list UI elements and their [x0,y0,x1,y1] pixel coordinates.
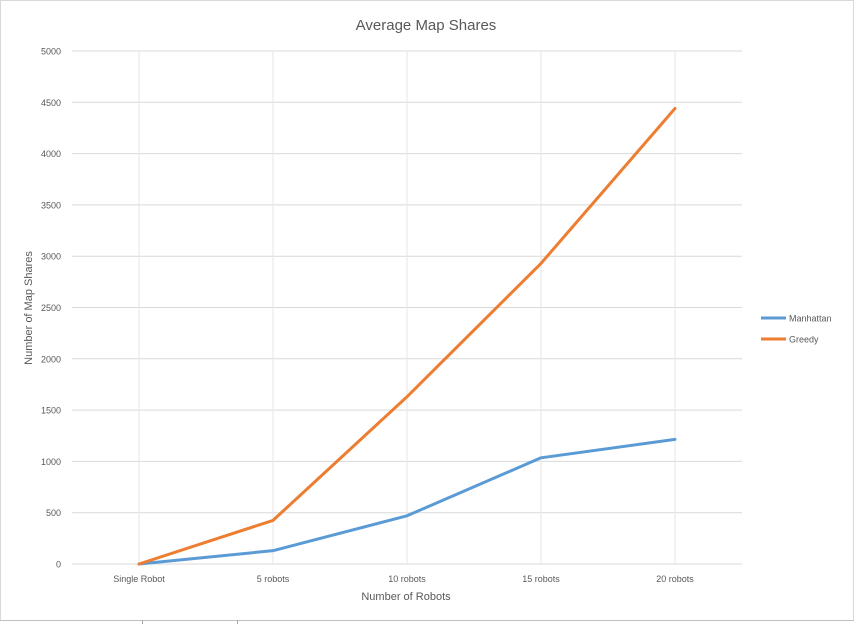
y-tick-label: 3500 [41,200,61,210]
y-tick-label: 1500 [41,406,61,416]
chart-title: Average Map Shares [356,17,497,34]
legend-label-greedy: Greedy [789,335,819,345]
y-tick-label: 5000 [41,47,61,57]
sheet-scrollbar-strip [0,620,854,625]
x-tick-label: 5 robots [257,574,290,584]
y-tick-label: 0 [56,560,61,570]
y-tick-label: 4000 [41,149,61,159]
x-tick-labels: Single Robot 5 robots 10 robots 15 robots 20… [113,574,694,584]
y-axis-label: Number of Map Shares [23,251,35,365]
series-line-manhattan [137,437,677,566]
y-tick-labels: 0 500 1000 1500 2000 2500 3000 3500 4000 4500 5000 [41,47,61,570]
sheet-tab-divider [142,620,143,624]
x-tick-label: 20 robots [656,574,694,584]
legend: Manhattan Greedy [761,314,832,345]
y-tick-label: 2000 [41,354,61,364]
sheet-tab-divider [237,620,238,624]
series-lines [137,106,677,566]
x-tick-label: 15 robots [522,574,560,584]
series-line-greedy [137,106,677,566]
y-tick-label: 500 [46,508,61,518]
y-tick-label: 2500 [41,303,61,313]
legend-label-manhattan: Manhattan [789,314,832,324]
y-tick-label: 4500 [41,98,61,108]
x-axis-label: Number of Robots [361,591,451,603]
gridlines [72,50,742,565]
y-tick-label: 3000 [41,252,61,262]
x-tick-label: 10 robots [388,574,426,584]
y-tick-label: 1000 [41,457,61,467]
x-tick-label: Single Robot [113,574,165,584]
